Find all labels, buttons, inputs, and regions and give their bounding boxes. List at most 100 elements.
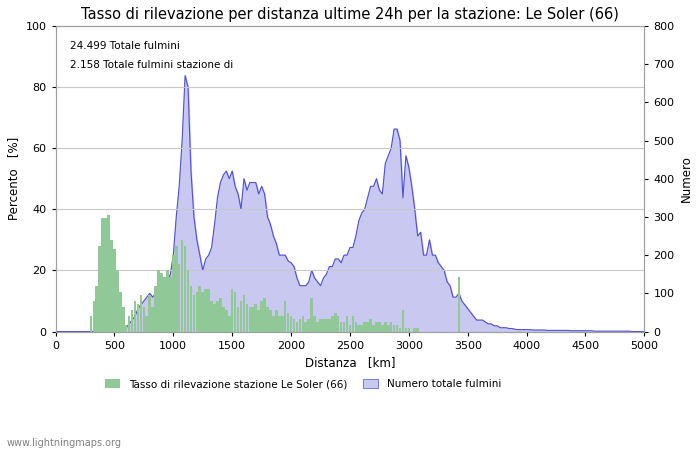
Bar [325,320,328,332]
Bar [258,310,260,332]
Bar [160,274,163,332]
Text: 2.158 Totale fulmini stazione di: 2.158 Totale fulmini stazione di [70,59,234,69]
Bar [270,310,272,332]
Bar [99,246,101,332]
Bar [228,316,230,332]
Bar [351,316,354,332]
Y-axis label: Numero: Numero [680,155,693,202]
Bar [405,328,407,332]
Bar [148,295,151,332]
Bar [290,316,293,332]
Title: Tasso di rilevazione per distanza ultime 24h per la stazione: Le Soler (66): Tasso di rilevazione per distanza ultime… [81,7,619,22]
Bar [358,325,360,332]
Bar [184,246,186,332]
Bar [143,307,145,332]
Bar [248,307,251,332]
Bar [295,322,298,332]
Bar [266,307,269,332]
Bar [125,325,127,332]
Bar [234,292,237,332]
Bar [107,216,110,332]
Y-axis label: Percento   [%]: Percento [%] [7,137,20,220]
Bar [343,322,345,332]
Bar [181,240,183,332]
Bar [104,218,107,332]
Bar [202,292,204,332]
Bar [328,320,330,332]
Bar [314,316,316,332]
Bar [349,325,351,332]
Bar [222,307,225,332]
Bar [287,313,289,332]
Bar [458,276,460,332]
Bar [154,286,157,332]
Bar [354,322,357,332]
Bar [219,298,222,332]
Bar [407,328,410,332]
Bar [387,325,389,332]
Bar [414,328,416,332]
Bar [399,328,401,332]
Bar [370,320,372,332]
Bar [151,307,154,332]
Bar [136,304,139,332]
Bar [316,322,319,332]
Bar [199,286,201,332]
Bar [275,310,278,332]
Bar [310,298,313,332]
Bar [363,322,366,332]
Bar [193,295,195,332]
Bar [122,307,125,332]
Bar [119,292,122,332]
Bar [139,295,142,332]
Bar [163,276,166,332]
Bar [190,286,193,332]
Bar [210,301,213,332]
Bar [260,301,263,332]
Bar [366,322,369,332]
Bar [263,298,266,332]
Bar [225,310,228,332]
Bar [319,320,322,332]
Bar [113,249,116,332]
Bar [281,316,284,332]
Bar [375,322,378,332]
Bar [158,270,160,332]
Bar [172,255,174,332]
Bar [278,316,281,332]
Bar [304,322,307,332]
Bar [95,286,98,332]
Bar [243,295,245,332]
Bar [166,270,169,332]
Bar [102,218,104,332]
Bar [302,316,304,332]
Bar [169,276,172,332]
Bar [307,320,310,332]
Bar [128,316,130,332]
Bar [204,289,207,332]
Bar [384,322,386,332]
Bar [322,320,325,332]
Bar [390,322,393,332]
Bar [116,270,118,332]
Bar [416,328,419,332]
Bar [340,322,342,332]
Bar [284,301,286,332]
Bar [251,307,254,332]
Bar [178,264,181,332]
Bar [402,310,404,332]
Bar [214,304,216,332]
Bar [299,320,301,332]
Bar [272,316,274,332]
Bar [393,325,395,332]
Bar [207,289,210,332]
Bar [216,301,218,332]
Bar [146,316,148,332]
Bar [293,320,295,332]
Bar [231,289,234,332]
Text: www.lightningmaps.org: www.lightningmaps.org [7,438,122,448]
X-axis label: Distanza   [km]: Distanza [km] [304,356,395,369]
Bar [110,240,113,332]
Bar [131,310,134,332]
Bar [239,301,242,332]
